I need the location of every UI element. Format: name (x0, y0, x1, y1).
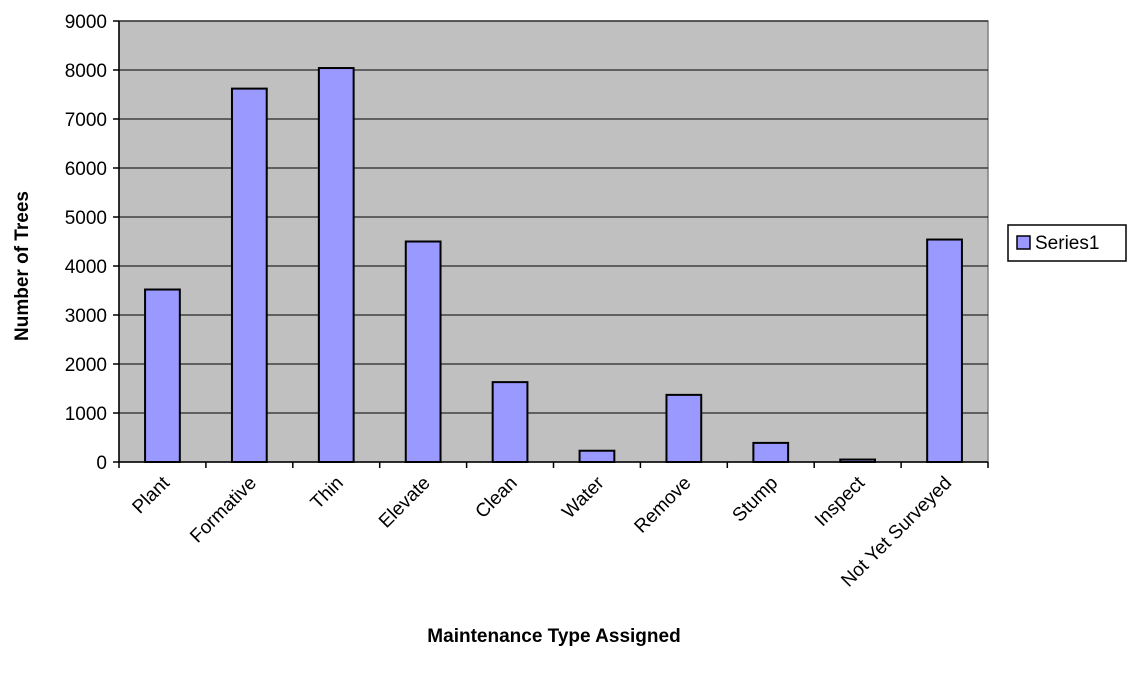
legend-label: Series1 (1035, 233, 1099, 254)
bars (144, 67, 963, 464)
y-tick-label: 4000 (65, 257, 107, 278)
y-tick-label: 5000 (65, 208, 107, 229)
bar (752, 441, 790, 464)
bar (317, 67, 355, 463)
axes (113, 20, 989, 468)
bar (404, 240, 442, 463)
x-tick-labels: Plant Formative Thin Elevate Clean Water Remov… (129, 472, 957, 591)
bar (665, 393, 703, 463)
x-tick-label: Thin (307, 473, 348, 514)
x-tick-label: Elevate (375, 473, 435, 533)
bar (578, 449, 616, 464)
legend-swatch (1016, 235, 1031, 250)
y-tick-label: 8000 (65, 61, 107, 82)
y-tick-label: 3000 (65, 306, 107, 327)
x-tick-label: Formative (186, 473, 261, 548)
y-tick-label: 2000 (65, 355, 107, 376)
x-tick-label: Clean (472, 473, 522, 523)
y-tick-label: 0 (96, 453, 107, 474)
legend: Series1 (1007, 224, 1127, 262)
y-tick-label: 6000 (65, 159, 107, 180)
bar (144, 288, 181, 463)
y-tick-label: 1000 (65, 404, 107, 425)
bar (491, 381, 529, 464)
y-tick-label: 9000 (65, 12, 107, 33)
x-tick-label: Water (558, 472, 609, 523)
y-axis-title: Number of Trees (12, 191, 33, 341)
x-tick-label: Remove (631, 473, 696, 538)
x-tick-label: Plant (129, 472, 175, 518)
bar (926, 238, 963, 463)
x-axis-title: Maintenance Type Assigned (427, 626, 680, 647)
y-tick-label: 7000 (65, 110, 107, 131)
y-tick-labels: 0 1000 2000 3000 4000 5000 6000 7000 8000 9000 (65, 12, 107, 474)
x-tick-label: Stump (729, 473, 783, 527)
bar (230, 87, 268, 464)
x-tick-label: Inspect (811, 472, 870, 531)
